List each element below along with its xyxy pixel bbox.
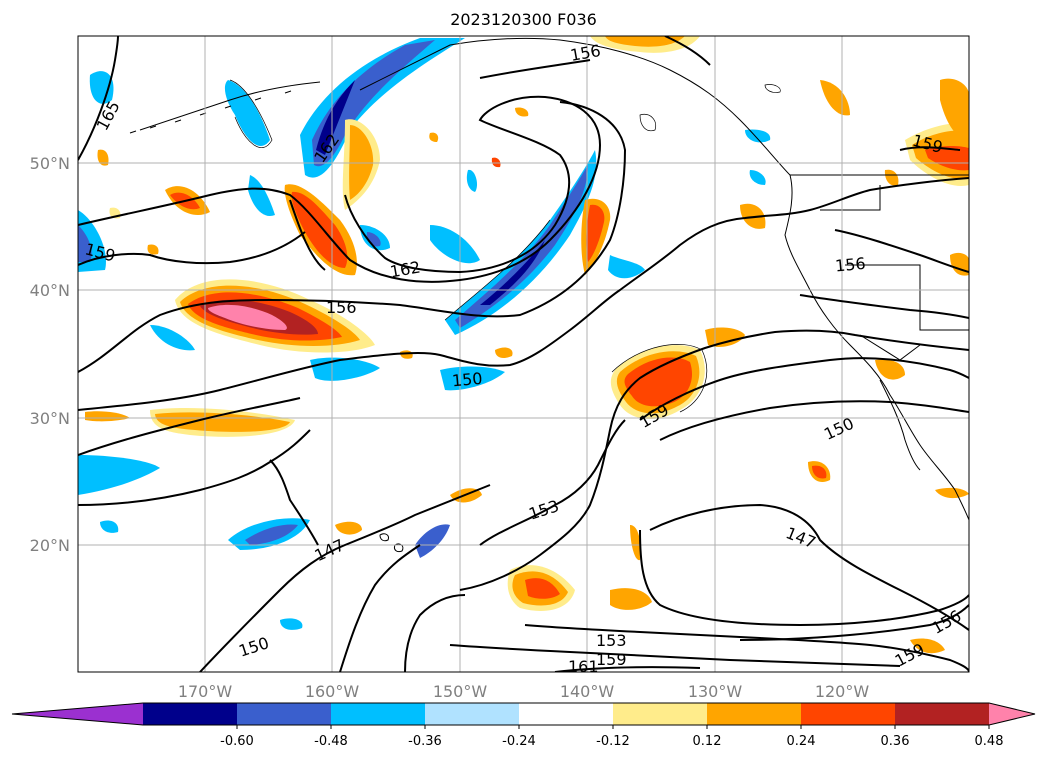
colorbar-swatch xyxy=(801,703,896,725)
graticule xyxy=(78,36,969,672)
lat-label: 40°N xyxy=(30,281,70,300)
colorbar-extend-low xyxy=(12,703,143,725)
lon-label: 160°W xyxy=(305,682,360,701)
thin-contours xyxy=(229,79,781,413)
colorbar-tick-label: 0.48 xyxy=(975,734,1004,749)
contour-label: 156 xyxy=(326,298,357,317)
colorbar-tick-label: 0.24 xyxy=(787,734,816,749)
lat-label: 50°N xyxy=(30,154,70,173)
colorbar-swatch xyxy=(895,703,990,725)
lat-label: 20°N xyxy=(30,536,70,555)
latitude-labels: 50°N 40°N 30°N 20°N xyxy=(30,154,70,555)
colorbar-swatch xyxy=(613,703,708,725)
shaded-field xyxy=(78,36,969,654)
colorbar: -0.60 -0.48 -0.36 -0.24 -0.12 0.12 0.24 0.36 0.4… xyxy=(11,702,1036,749)
map-title: 2023120300 F036 xyxy=(450,10,597,29)
colorbar-outline xyxy=(11,702,1036,726)
colorbar-swatch xyxy=(237,703,332,725)
colorbar-tick-label: -0.60 xyxy=(220,734,254,749)
lon-label: 130°W xyxy=(688,682,743,701)
colorbar-tick-label: -0.12 xyxy=(596,734,630,749)
contour-label: 150 xyxy=(451,369,483,391)
colorbar-tick-label: 0.12 xyxy=(693,734,722,749)
colorbar-swatch xyxy=(331,703,426,725)
colorbar-tick-label: -0.24 xyxy=(502,734,536,749)
contour-label: 156 xyxy=(834,254,866,276)
lon-label: 140°W xyxy=(560,682,615,701)
colorbar-extend-high xyxy=(989,703,1035,725)
colorbar-tick-label: -0.36 xyxy=(408,734,442,749)
colorbar-swatch xyxy=(425,703,520,725)
contour-label: 153 xyxy=(596,631,627,650)
lon-label: 150°W xyxy=(433,682,488,701)
contour-label: 159 xyxy=(596,650,627,669)
lat-label: 30°N xyxy=(30,409,70,428)
longitude-labels: 170°W 160°W 150°W 140°W 130°W 120°W xyxy=(178,682,870,701)
lon-label: 170°W xyxy=(178,682,233,701)
colorbar-tick-label: 0.36 xyxy=(881,734,910,749)
plot-frame xyxy=(77,35,970,673)
colorbar-swatch xyxy=(519,703,614,725)
lon-label: 120°W xyxy=(815,682,870,701)
height-contours xyxy=(78,36,969,672)
colorbar-tick-label: -0.48 xyxy=(314,734,348,749)
contour-label: 161 xyxy=(568,657,599,676)
colorbar-swatch xyxy=(143,703,238,725)
coastlines xyxy=(129,37,969,553)
colorbar-swatch xyxy=(707,703,802,725)
